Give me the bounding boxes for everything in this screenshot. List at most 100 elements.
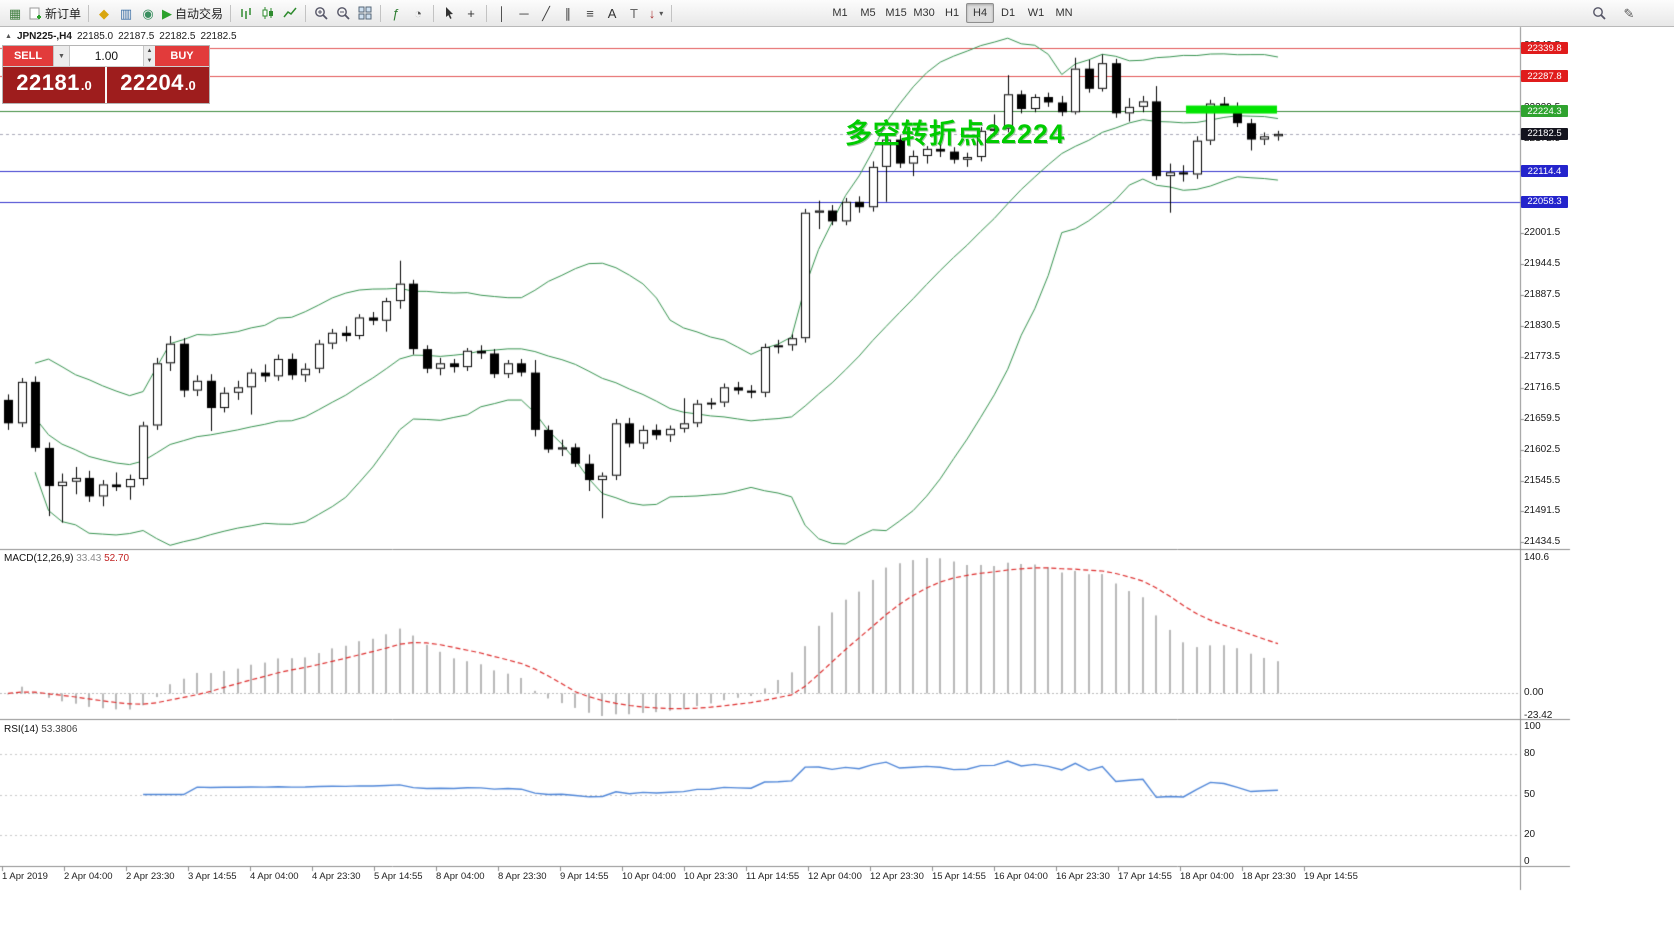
rsi-label: RSI(14) 53.3806 bbox=[4, 724, 77, 735]
price-tick-label: 21602.5 bbox=[1524, 444, 1561, 456]
chart-annotation: 多空转折点22224 bbox=[845, 119, 1066, 149]
zoom-out-icon[interactable] bbox=[332, 2, 354, 24]
timeframe-button-m30[interactable]: M30 bbox=[913, 7, 935, 19]
timeframe-button-mn[interactable]: MN bbox=[1055, 7, 1073, 19]
price-tick-label: 22001.5 bbox=[1524, 226, 1561, 238]
stepper-down-icon[interactable]: ▼ bbox=[143, 56, 155, 66]
timeframe-button-h1[interactable]: H1 bbox=[945, 7, 960, 19]
level-price-badge: 22339.8 bbox=[1521, 42, 1568, 54]
rsi-axis-label: 50 bbox=[1524, 788, 1536, 800]
macd-axis-label: 0.00 bbox=[1524, 687, 1544, 699]
timeframe-button-m15[interactable]: M15 bbox=[885, 7, 907, 19]
toolbar-separator bbox=[380, 4, 382, 22]
timeframe-button-m5[interactable]: M5 bbox=[860, 7, 876, 19]
timeframe-button-d1[interactable]: D1 bbox=[1001, 7, 1016, 19]
time-axis-label: 16 Apr 04:00 bbox=[994, 871, 1048, 882]
cursor-icon[interactable] bbox=[438, 2, 460, 24]
rsi-axis-label: 100 bbox=[1524, 721, 1541, 732]
time-axis-label: 17 Apr 14:55 bbox=[1118, 871, 1172, 882]
text-icon[interactable]: A bbox=[607, 5, 617, 21]
level-price-badge: 22287.8 bbox=[1521, 70, 1568, 83]
fibonacci-icon[interactable]: ≡ bbox=[586, 5, 594, 21]
symbol-title: JPN225-,H4 bbox=[16, 31, 72, 42]
periods-icon[interactable]: ◔ bbox=[414, 5, 422, 21]
macd-axis-label: 140.6 bbox=[1524, 552, 1550, 563]
chevron-down-icon: ▾ bbox=[659, 8, 664, 18]
time-axis-label: 8 Apr 04:00 bbox=[436, 871, 485, 882]
navigator-icon[interactable]: ◉ bbox=[142, 5, 154, 21]
timeframe-button-h4[interactable]: H4 bbox=[966, 3, 995, 23]
time-axis-label: 12 Apr 04:00 bbox=[808, 871, 862, 882]
buy-price-main: 22204 bbox=[120, 70, 184, 95]
lot-dropdown-button[interactable]: ▼ bbox=[53, 46, 70, 66]
time-axis-label: 4 Apr 23:30 bbox=[312, 871, 361, 882]
time-axis-label: 3 Apr 14:55 bbox=[188, 871, 237, 882]
stepper-up-icon[interactable]: ▲ bbox=[143, 46, 155, 56]
zoom-in-icon[interactable] bbox=[310, 2, 332, 24]
time-axis-label: 4 Apr 04:00 bbox=[250, 871, 299, 882]
macd-axis-label: -23.42 bbox=[1524, 710, 1553, 721]
chevron-down-icon: ▼ bbox=[58, 52, 65, 60]
sell-button[interactable]: SELL bbox=[3, 46, 53, 66]
bar-close-value: 22182.5 bbox=[200, 31, 237, 42]
buy-price-display[interactable]: 22204.0 bbox=[107, 67, 209, 103]
price-tick-label: 21716.5 bbox=[1524, 382, 1561, 394]
chart-symbol-icon: ▲ bbox=[5, 33, 12, 40]
level-price-badge: 22058.3 bbox=[1521, 195, 1568, 208]
buy-price-frac: .0 bbox=[184, 78, 196, 93]
bar-high-value: 22187.5 bbox=[118, 31, 155, 42]
candlestick-chart-icon[interactable] bbox=[257, 2, 279, 24]
line-chart-icon[interactable] bbox=[279, 2, 301, 24]
toolbar-separator bbox=[433, 4, 435, 22]
macd-name: MACD(12,26,9) bbox=[4, 553, 74, 564]
level-price-badge: 22224.3 bbox=[1521, 105, 1568, 118]
toolbar-separator bbox=[230, 4, 232, 22]
rsi-name: RSI(14) bbox=[4, 724, 39, 735]
vertical-line-icon[interactable]: │ bbox=[497, 5, 507, 21]
lot-size-input[interactable] bbox=[70, 46, 143, 66]
price-tick-label: 21434.5 bbox=[1524, 536, 1561, 547]
one-click-trading-panel: SELL ▼ ▲ ▼ BUY 22181.0 22204.0 bbox=[2, 45, 210, 104]
time-axis-label: 8 Apr 23:30 bbox=[498, 871, 547, 882]
tile-windows-icon[interactable] bbox=[354, 2, 376, 24]
time-axis-label: 9 Apr 14:55 bbox=[560, 871, 609, 882]
bar-low-value: 22182.5 bbox=[159, 31, 196, 42]
search-icon[interactable] bbox=[1588, 2, 1610, 24]
current-price-badge: 22182.5 bbox=[1521, 127, 1568, 140]
trendline-icon[interactable]: ╱ bbox=[542, 5, 550, 21]
crosshair-icon[interactable]: + bbox=[467, 5, 475, 21]
sell-price-display[interactable]: 22181.0 bbox=[3, 67, 105, 103]
timeframe-button-m1[interactable]: M1 bbox=[832, 7, 848, 19]
rsi-axis-label: 20 bbox=[1524, 829, 1536, 840]
channel-icon[interactable]: ∥ bbox=[564, 5, 572, 21]
level-price-badge: 22114.4 bbox=[1521, 165, 1568, 177]
bar-chart-icon[interactable] bbox=[235, 2, 257, 24]
macd-main-value: 33.43 bbox=[76, 553, 102, 564]
edit-icon[interactable]: ✎ bbox=[1623, 5, 1635, 21]
price-tick-label: 21887.5 bbox=[1524, 288, 1561, 300]
profiles-icon[interactable]: ◆ bbox=[99, 5, 110, 21]
symbol-info: ▲ JPN225-,H4 22185.0 22187.5 22182.5 221… bbox=[5, 31, 237, 42]
time-axis-label: 15 Apr 14:55 bbox=[932, 871, 986, 882]
buy-button[interactable]: BUY bbox=[155, 46, 209, 66]
rsi-value: 53.3806 bbox=[41, 724, 78, 735]
new-chart-icon[interactable]: ▦ bbox=[8, 5, 22, 21]
toolbar-separator bbox=[88, 4, 90, 22]
time-axis-label: 18 Apr 23:30 bbox=[1242, 871, 1296, 882]
price-tick-label: 21830.5 bbox=[1524, 319, 1561, 331]
market-watch-icon[interactable]: ▥ bbox=[119, 5, 133, 21]
new-order-button[interactable]: 新订单 bbox=[26, 2, 84, 24]
time-axis-label: 16 Apr 23:30 bbox=[1056, 871, 1110, 882]
time-axis-label: 5 Apr 14:55 bbox=[374, 871, 423, 882]
label-icon[interactable]: T bbox=[630, 5, 638, 21]
indicators-icon[interactable]: ƒ bbox=[392, 5, 400, 21]
timeframe-button-w1[interactable]: W1 bbox=[1027, 7, 1045, 19]
arrows-icon[interactable]: ↓ ▾ bbox=[648, 5, 664, 21]
price-tick-label: 21773.5 bbox=[1524, 351, 1561, 363]
macd-label: MACD(12,26,9) 33.43 52.70 bbox=[4, 553, 129, 564]
horizontal-line-icon[interactable]: ─ bbox=[519, 5, 529, 21]
time-axis-label: 10 Apr 23:30 bbox=[684, 871, 738, 882]
sell-price-main: 22181 bbox=[16, 70, 80, 95]
autotrading-button[interactable]: ▶ 自动交易 bbox=[162, 5, 224, 21]
